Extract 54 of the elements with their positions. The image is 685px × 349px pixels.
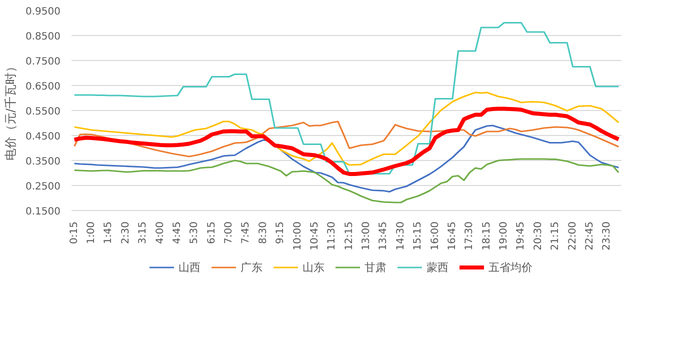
x-tick-label: 19:45 [516, 221, 527, 250]
x-tick-label: 8:30 [258, 221, 269, 244]
line-series [72, 106, 621, 176]
x-tick-label: 13:00 [361, 221, 372, 250]
x-tick-label: 13:45 [378, 221, 390, 250]
x-tick-label: 1:00 [86, 221, 98, 244]
x-tick-label: 17:30 [464, 221, 476, 250]
x-tick-label: 9:15 [275, 221, 286, 244]
y-axis-title: 电价（元/千瓦时） [4, 60, 18, 161]
x-tick-label: 20:30 [532, 221, 544, 250]
x-tick-label: 15:15 [412, 221, 424, 250]
y-tick-label: 0.7500 [26, 56, 61, 68]
line-series [74, 124, 620, 193]
legend-label: 五省均价 [488, 260, 532, 274]
x-tick-label: 22:45 [584, 221, 596, 250]
legend-label: 甘肃 [364, 260, 386, 274]
x-tick-label: 1:45 [103, 221, 114, 244]
x-tick-label: 4:45 [172, 221, 183, 244]
y-tick-label: 0.8500 [26, 32, 61, 42]
y-tick-label: 0.3500 [26, 156, 61, 168]
x-tick-label: 18:15 [481, 221, 492, 250]
y-tick-label: 0.1500 [26, 206, 61, 218]
x-tick-label: 7:45 [240, 221, 252, 244]
x-tick-label: 22:00 [567, 221, 578, 250]
x-tick-label: 5:30 [189, 221, 200, 244]
x-tick-label: 14:30 [395, 221, 406, 250]
line-series [74, 158, 620, 204]
x-tick-label: 21:15 [550, 221, 562, 250]
x-tick-label: 4:00 [154, 221, 166, 244]
x-tick-label: 10:45 [309, 221, 320, 250]
y-tick-label: 0.4500 [26, 132, 61, 142]
line-series [74, 120, 620, 158]
x-tick-label: 11:30 [326, 221, 338, 250]
x-tick-label: 23:30 [602, 221, 613, 250]
x-tick-label: 16:45 [446, 221, 458, 250]
x-tick-label: 7:00 [224, 221, 235, 244]
x-tick-label: 2:30 [120, 221, 132, 244]
x-tick-label: 19:00 [498, 221, 510, 250]
x-tick-label: 6:15 [206, 221, 218, 244]
legend-label: 广东 [240, 260, 262, 274]
legend-label: 蒙西 [426, 260, 448, 274]
x-tick-label: 16:00 [430, 221, 441, 250]
line-series [74, 92, 620, 166]
y-tick-label: 0.2500 [26, 182, 61, 192]
legend-label: 山西 [178, 260, 200, 274]
legend-label: 山东 [302, 260, 324, 274]
x-tick-label: 10:00 [292, 221, 304, 250]
y-tick-label: 0.6500 [26, 82, 61, 92]
y-tick-label: 0.9500 [26, 6, 61, 18]
line-series [74, 22, 620, 175]
y-tick-label: 0.5500 [26, 106, 61, 118]
x-tick-label: 0:15 [68, 221, 80, 244]
x-tick-label: 3:15 [138, 221, 149, 244]
x-tick-label: 12:15 [344, 221, 355, 250]
